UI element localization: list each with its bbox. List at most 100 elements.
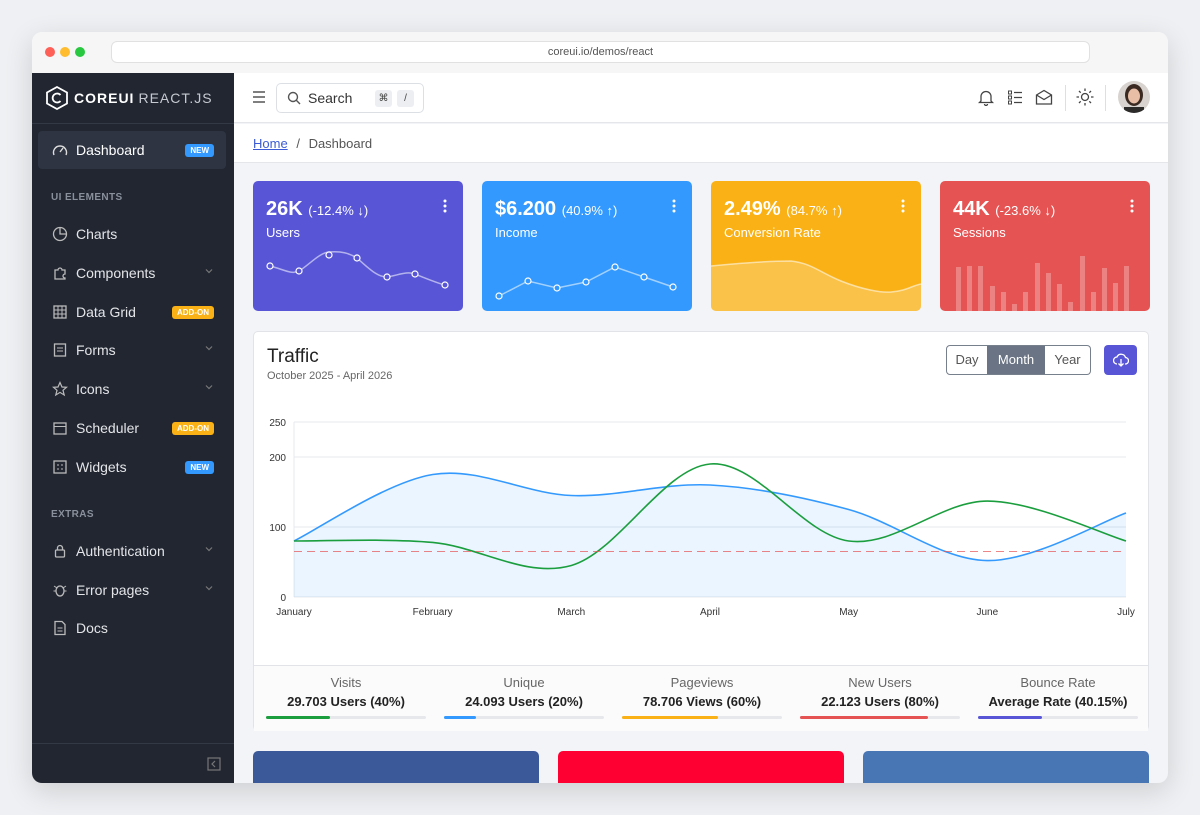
bell-icon[interactable]: [978, 89, 994, 106]
maximize-window-button[interactable]: [75, 47, 85, 57]
widget-label: Sessions: [953, 225, 1006, 240]
grid-icon: [51, 303, 69, 321]
brand-sub: REACT.JS: [138, 90, 213, 106]
stat-title: Visits: [330, 675, 362, 690]
x-tick-label: February: [413, 607, 453, 618]
chart-pie-icon: [51, 225, 69, 243]
stat-value: Average Rate (40.15%): [988, 694, 1128, 709]
range-day-button[interactable]: Day: [946, 345, 988, 375]
stat-pageviews: Pageviews 78.706 Views (60%): [622, 675, 782, 719]
brand-logo[interactable]: COREUI REACT.JS: [32, 73, 234, 124]
series-1-line: [293, 463, 1127, 570]
add-on-badge: ADD-ON: [172, 422, 214, 435]
sidebar-item-components[interactable]: Components: [38, 254, 226, 292]
stat-progress-fill: [266, 716, 330, 719]
users-sparkline: [266, 251, 449, 289]
chevron-down-icon: [205, 586, 213, 591]
stat-progress: [444, 716, 604, 719]
sidebar-item-label: Charts: [76, 226, 118, 242]
stat-progress: [266, 716, 426, 719]
y-tick-label: 100: [269, 523, 286, 534]
hamburger-menu-icon[interactable]: [252, 91, 266, 103]
series-0-line: [293, 472, 1127, 562]
close-window-button[interactable]: [45, 47, 55, 57]
sidebar-item-widgets[interactable]: Widgets NEW: [38, 448, 226, 486]
widget-label: Conversion Rate: [724, 225, 821, 240]
widget-users: 26K (-12.4% ↓) Users: [253, 181, 463, 311]
range-month-button[interactable]: Month: [987, 345, 1046, 375]
stat-visits: Visits 29.703 Users (40%): [266, 675, 426, 719]
stat-bounce-rate: Bounce Rate Average Rate (40.15%): [978, 675, 1138, 719]
traffic-stats: Visits 29.703 Users (40%) Unique 24.093 Use…: [254, 665, 1148, 731]
sidebar-item-icons[interactable]: Icons: [38, 370, 226, 408]
chevron-down-icon: [205, 269, 213, 274]
sidebar-item-label: Error pages: [76, 582, 150, 598]
browser-titlebar: coreui.io/demos/react: [32, 32, 1168, 73]
avatar[interactable]: [1118, 81, 1150, 113]
description-icon: [51, 619, 69, 637]
section-title-ui: UI ELEMENTS: [51, 192, 123, 203]
widget-label: Income: [495, 225, 538, 240]
star-icon: [51, 380, 69, 398]
kbd-slash: /: [397, 90, 414, 107]
y-tick-label: 0: [280, 593, 286, 604]
cloud-download-icon: [1113, 353, 1129, 367]
sidebar-item-label: Forms: [76, 342, 116, 358]
search-input[interactable]: Search ⌘ /: [276, 83, 424, 113]
stat-value: 22.123 Users (80%): [821, 694, 939, 709]
sidebar-item-docs[interactable]: Docs: [38, 609, 226, 647]
y-tick-label: 200: [269, 453, 286, 464]
sidebar-item-dashboard[interactable]: Dashboard NEW: [38, 131, 226, 169]
stat-value: 78.706 Views (60%): [642, 694, 762, 709]
add-on-badge: ADD-ON: [172, 306, 214, 319]
sidebar-item-label: Data Grid: [76, 304, 136, 320]
section-title-extras: EXTRAS: [51, 509, 94, 520]
sun-theme-icon[interactable]: [1076, 88, 1094, 106]
minimize-window-button[interactable]: [60, 47, 70, 57]
chevron-down-icon: [205, 346, 213, 351]
traffic-subtitle: October 2025 - April 2026: [267, 370, 393, 382]
search-icon: [287, 91, 301, 105]
stat-progress-fill: [622, 716, 718, 719]
sidebar-item-authentication[interactable]: Authentication: [38, 532, 226, 570]
coreui-logo-icon: [46, 86, 68, 110]
envelope-open-icon[interactable]: [1035, 89, 1053, 105]
stat-new-users: New Users 22.123 Users (80%): [800, 675, 960, 719]
kebab-menu-icon[interactable]: [443, 199, 447, 213]
stat-title: New Users: [848, 675, 912, 690]
task-list-icon[interactable]: [1007, 89, 1023, 105]
sidebar-item-charts[interactable]: Charts: [38, 215, 226, 253]
sidebar-footer: [32, 743, 234, 783]
calendar-icon: [51, 419, 69, 437]
x-tick-label: April: [700, 607, 720, 618]
traffic-title: Traffic: [267, 346, 319, 367]
x-tick-label: June: [976, 607, 998, 618]
sidebar-collapse-icon[interactable]: [207, 757, 221, 771]
calculator-icon: [51, 458, 69, 476]
bug-icon: [51, 581, 69, 599]
sidebar-item-label: Dashboard: [76, 142, 145, 158]
sidebar-item-forms[interactable]: Forms: [38, 331, 226, 369]
address-bar[interactable]: coreui.io/demos/react: [111, 41, 1090, 63]
series-0-area: [294, 473, 1126, 597]
sidebar-item-label: Widgets: [76, 459, 127, 475]
search-placeholder: Search: [308, 90, 353, 106]
stat-progress-fill: [800, 716, 928, 719]
x-tick-label: May: [839, 607, 858, 618]
stat-progress: [622, 716, 782, 719]
sidebar-item-label: Components: [76, 265, 156, 281]
breadcrumb-separator: /: [296, 136, 300, 151]
stat-value: 29.703 Users (40%): [287, 694, 405, 709]
kebab-menu-icon[interactable]: [1130, 199, 1134, 213]
kebab-menu-icon[interactable]: [672, 199, 676, 213]
widget-value: 26K (-12.4% ↓): [266, 198, 369, 220]
sidebar-item-scheduler[interactable]: Scheduler ADD-ON: [38, 409, 226, 447]
kebab-menu-icon[interactable]: [901, 199, 905, 213]
sidebar-item-error-pages[interactable]: Error pages: [38, 571, 226, 609]
breadcrumb-home-link[interactable]: Home: [253, 136, 288, 151]
range-year-button[interactable]: Year: [1045, 345, 1091, 375]
download-button[interactable]: [1104, 345, 1137, 375]
widget-value: 44K (-23.6% ↓): [953, 198, 1056, 220]
widget-sessions: 44K (-23.6% ↓) Sessions: [940, 181, 1150, 311]
sidebar-item-data-grid[interactable]: Data Grid ADD-ON: [38, 293, 226, 331]
